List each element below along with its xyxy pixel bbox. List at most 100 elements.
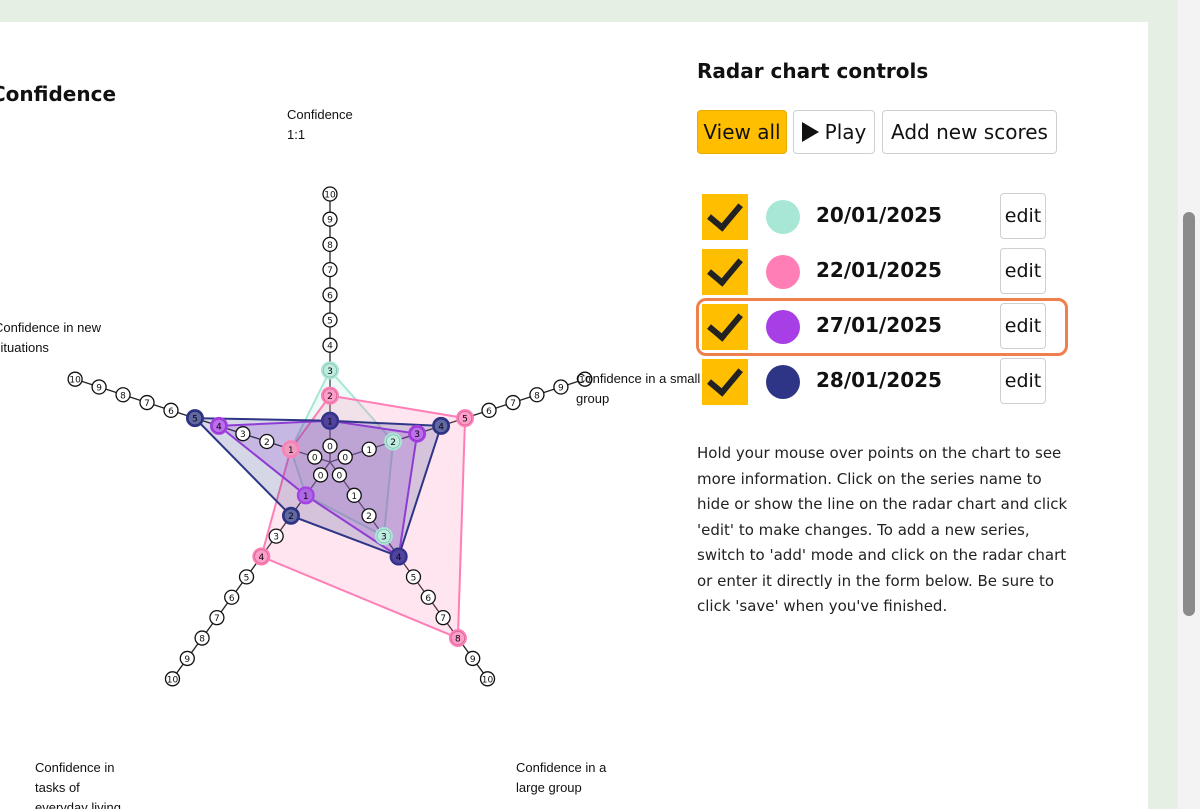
tick-label: 2	[264, 438, 270, 448]
tick-label: 10	[482, 675, 494, 685]
data-point[interactable]	[321, 386, 339, 405]
data-point-label: 4	[396, 553, 402, 563]
tick-label: 1	[366, 446, 372, 456]
series-name-2[interactable]: 22/01/2025	[816, 258, 942, 282]
edit-series-button-1[interactable]: edit	[1000, 193, 1046, 239]
tick-label: 7	[440, 614, 446, 624]
series-row-2: 22/01/2025 edit	[700, 248, 1048, 295]
controls-title: Radar chart controls	[697, 59, 929, 83]
check-icon	[707, 194, 743, 232]
tick-mark	[322, 211, 338, 227]
series-color-swatch-1	[766, 200, 800, 234]
tick-mark	[115, 387, 131, 403]
tick-label: 4	[327, 342, 333, 352]
tick-label: 5	[327, 317, 333, 327]
tick-label: 1	[351, 492, 357, 502]
series-checkbox-1[interactable]	[702, 194, 748, 240]
series-name-3[interactable]: 27/01/2025	[816, 313, 942, 337]
data-point[interactable]	[281, 440, 300, 459]
tick-mark	[238, 569, 255, 585]
tick-label: 7	[214, 614, 220, 624]
tick-mark	[481, 402, 497, 418]
series-color-swatch-3	[766, 310, 800, 344]
tick-label: 7	[144, 399, 150, 409]
tick-mark	[209, 610, 225, 626]
tick-label: 7	[327, 266, 333, 276]
data-point-label: 1	[288, 446, 294, 456]
data-point[interactable]	[185, 409, 204, 428]
add-new-scores-label: Add new scores	[891, 120, 1048, 144]
series-row-4: 28/01/2025 edit	[700, 358, 1048, 405]
tick-mark	[322, 312, 338, 328]
tick-mark	[268, 528, 284, 544]
tick-mark	[322, 261, 338, 278]
axis-label-5: Confidence in new situations	[0, 320, 101, 355]
view-all-label: View all	[703, 120, 781, 144]
tick-mark	[361, 441, 377, 457]
tick-label: 0	[342, 454, 348, 464]
radar-chart[interactable]: 0123456789100123456789100123456789100123…	[0, 22, 1148, 809]
series-color-swatch-4	[766, 365, 800, 399]
tick-label: 0	[327, 443, 333, 453]
tick-mark	[337, 449, 353, 465]
tick-label: 8	[199, 635, 205, 645]
tick-mark	[322, 287, 338, 303]
data-point[interactable]	[448, 629, 467, 648]
tick-label: 5	[244, 573, 250, 583]
series-name-1[interactable]: 20/01/2025	[816, 203, 942, 227]
data-point[interactable]	[252, 547, 271, 566]
data-point-label: 2	[288, 512, 294, 522]
tick-label: 10	[69, 376, 81, 386]
data-point[interactable]	[389, 547, 408, 566]
data-point[interactable]	[384, 432, 403, 451]
data-point-label: 8	[455, 635, 461, 645]
tick-mark	[529, 387, 545, 403]
tick-label: 10	[579, 376, 591, 386]
data-point-label: 1	[327, 417, 333, 427]
scrollbar-thumb[interactable]	[1183, 212, 1195, 616]
data-point[interactable]	[408, 424, 427, 443]
tick-mark	[312, 467, 329, 483]
series-checkbox-4[interactable]	[702, 359, 748, 405]
data-point[interactable]	[296, 486, 315, 505]
tick-label: 7	[510, 399, 516, 409]
chart-title: Confidence	[0, 82, 117, 106]
tick-label: 5	[411, 573, 417, 583]
tick-mark	[405, 569, 422, 585]
tick-label: 6	[229, 594, 235, 604]
tick-mark	[479, 671, 496, 687]
tick-mark	[322, 186, 338, 202]
tick-label: 9	[558, 383, 564, 393]
tick-mark	[577, 371, 593, 387]
data-point[interactable]	[321, 411, 339, 430]
tick-label: 8	[120, 391, 126, 401]
play-label: Play	[824, 120, 867, 144]
tick-label: 6	[168, 407, 174, 417]
data-point[interactable]	[432, 416, 451, 435]
play-icon	[801, 122, 819, 142]
tick-mark	[505, 394, 521, 411]
play-button[interactable]: Play	[793, 110, 875, 154]
view-all-button[interactable]: View all	[697, 110, 787, 154]
data-point[interactable]	[374, 527, 393, 546]
data-point[interactable]	[281, 506, 300, 525]
axis-label-2: Confidence in a small group	[576, 371, 701, 406]
series-checkbox-2[interactable]	[702, 249, 748, 295]
tick-mark	[322, 337, 338, 353]
tick-mark	[164, 671, 181, 687]
series-name-4[interactable]: 28/01/2025	[816, 368, 942, 392]
edit-series-button-2[interactable]: edit	[1000, 248, 1046, 294]
data-point[interactable]	[209, 416, 228, 435]
data-point[interactable]	[456, 409, 475, 428]
edit-series-button-3[interactable]: edit	[1000, 303, 1046, 349]
tick-mark	[224, 589, 240, 605]
data-point-label: 3	[327, 367, 333, 377]
tick-label: 2	[366, 512, 372, 522]
tick-label: 6	[425, 594, 431, 604]
add-new-scores-button[interactable]: Add new scores	[882, 110, 1057, 154]
edit-series-button-4[interactable]: edit	[1000, 358, 1046, 404]
series-checkbox-3[interactable]	[702, 304, 748, 350]
axis-label-4: Confidence in tasks of everyday living	[35, 760, 121, 809]
tick-label: 9	[96, 383, 102, 393]
data-point[interactable]	[321, 361, 339, 380]
